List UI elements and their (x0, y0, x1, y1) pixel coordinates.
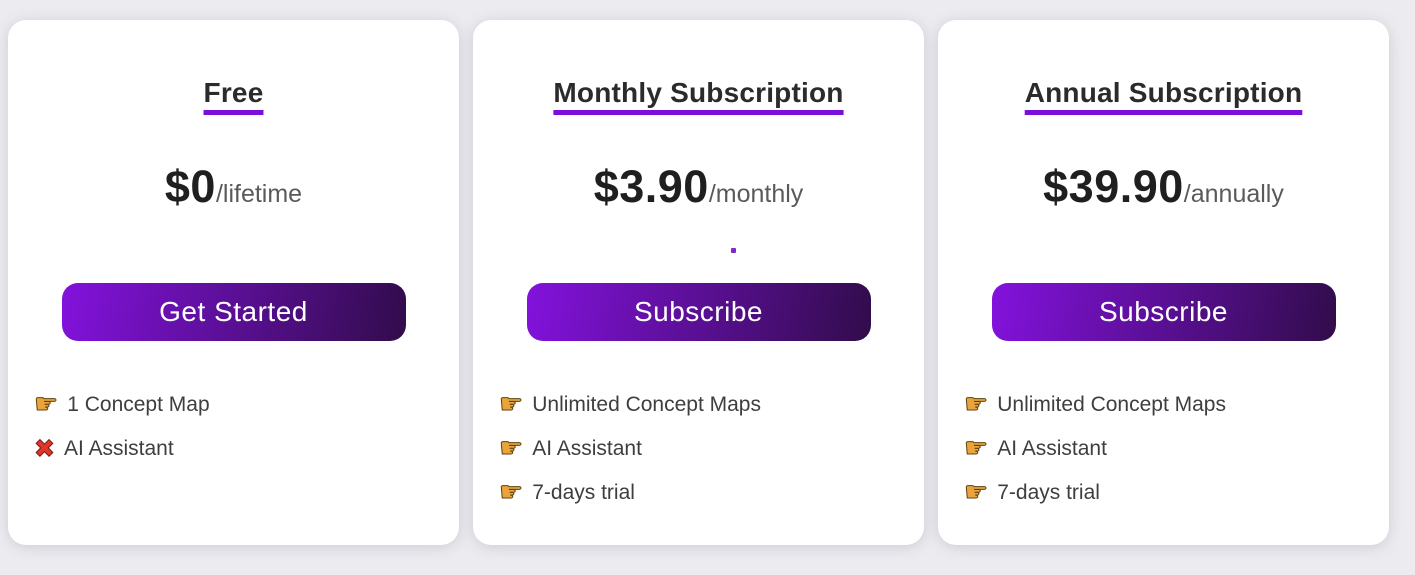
subscribe-button-monthly[interactable]: Subscribe (526, 282, 871, 341)
subscribe-button-annual[interactable]: Subscribe (991, 282, 1336, 341)
pointing-hand-icon: ☛ (498, 477, 524, 509)
pricing-card-free: Free $0/lifetime Get Started ☛ 1 Concept… (8, 20, 459, 545)
feature-label: Unlimited Concept Maps (532, 392, 761, 416)
plan-price: $0/lifetime (8, 160, 459, 225)
feature-label: AI Assistant (997, 436, 1107, 460)
plan-title: Free (203, 77, 264, 108)
feature-label: AI Assistant (63, 436, 174, 460)
plan-title: Monthly Subscription (553, 77, 844, 108)
plan-title: Annual Subscription (1024, 77, 1303, 108)
pricing-card-monthly: Monthly Subscription $3.90/monthly Subsc… (473, 20, 924, 545)
list-item: ☛ AI Assistant (963, 427, 1389, 471)
list-item: ☛ 1 Concept Map (33, 383, 459, 427)
list-item: ☛ Unlimited Concept Maps (498, 383, 924, 427)
pricing-plans: Free $0/lifetime Get Started ☛ 1 Concept… (8, 20, 1389, 545)
list-item: ✖ AI Assistant (34, 427, 459, 471)
list-item: ☛ 7-days trial (498, 471, 924, 515)
feature-list: ☛ Unlimited Concept Maps ☛ AI Assistant … (938, 383, 1389, 515)
price-amount: $39.90 (1043, 160, 1184, 212)
pointing-hand-icon: ☛ (498, 433, 524, 465)
feature-list: ☛ Unlimited Concept Maps ☛ AI Assistant … (473, 383, 924, 515)
price-period: /monthly (708, 179, 804, 208)
price-amount: $0 (164, 160, 216, 212)
list-item: ☛ 7-days trial (963, 471, 1389, 515)
list-item: ☛ AI Assistant (498, 427, 924, 471)
feature-label: 1 Concept Map (67, 392, 210, 416)
price-period: /lifetime (215, 179, 303, 208)
pointing-hand-icon: ☛ (498, 389, 524, 421)
pointing-hand-icon: ☛ (33, 389, 59, 421)
feature-label: 7-days trial (532, 480, 635, 504)
pointing-hand-icon: ☛ (963, 433, 989, 465)
pointing-hand-icon: ☛ (963, 389, 989, 421)
feature-list: ☛ 1 Concept Map ✖ AI Assistant (8, 383, 459, 471)
plan-price: $3.90/monthly (473, 160, 924, 225)
feature-label: AI Assistant (532, 436, 642, 460)
price-period: /annually (1183, 179, 1284, 208)
stray-dot (731, 248, 736, 253)
feature-label: Unlimited Concept Maps (997, 392, 1226, 416)
feature-label: 7-days trial (997, 480, 1100, 504)
list-item: ☛ Unlimited Concept Maps (963, 383, 1389, 427)
pricing-card-annual: Annual Subscription $39.90/annually Subs… (938, 20, 1389, 545)
cross-icon: ✖ (34, 434, 56, 464)
get-started-button[interactable]: Get Started (61, 282, 406, 341)
price-amount: $3.90 (593, 160, 709, 212)
pointing-hand-icon: ☛ (963, 477, 989, 509)
plan-price: $39.90/annually (938, 160, 1389, 225)
